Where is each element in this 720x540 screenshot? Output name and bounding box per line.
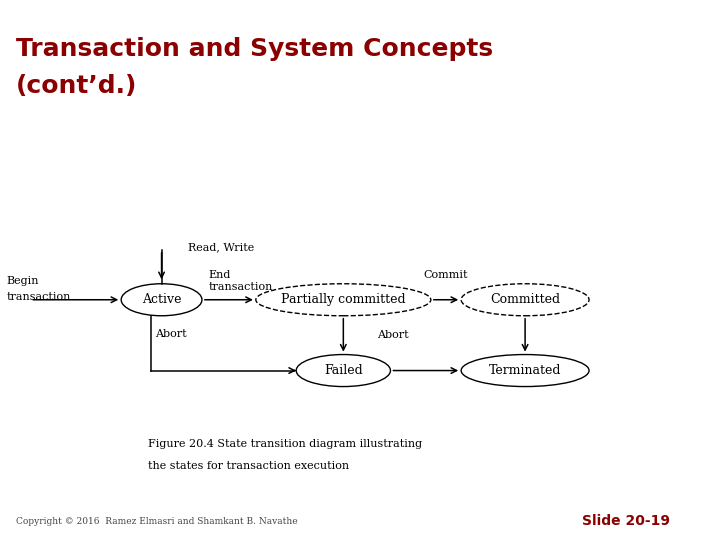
Text: Commit: Commit <box>424 270 468 280</box>
Text: transaction: transaction <box>6 292 71 302</box>
Text: Committed: Committed <box>490 293 560 306</box>
Text: (cont’d.): (cont’d.) <box>16 75 138 98</box>
Text: Partially committed: Partially committed <box>281 293 405 306</box>
Text: Slide 20-19: Slide 20-19 <box>582 514 670 528</box>
Text: transaction: transaction <box>209 282 273 293</box>
Text: Abort: Abort <box>155 329 186 339</box>
Text: Terminated: Terminated <box>489 364 562 377</box>
Text: Failed: Failed <box>324 364 363 377</box>
Text: Copyright © 2016  Ramez Elmasri and Shamkant B. Navathe: Copyright © 2016 Ramez Elmasri and Shamk… <box>16 517 297 525</box>
Text: End: End <box>209 270 231 280</box>
Text: the states for transaction execution: the states for transaction execution <box>148 461 349 471</box>
Text: Transaction and System Concepts: Transaction and System Concepts <box>16 37 493 60</box>
Text: Active: Active <box>142 293 181 306</box>
Text: Abort: Abort <box>377 330 409 340</box>
Text: Read, Write: Read, Write <box>189 242 255 252</box>
Text: Begin: Begin <box>6 276 39 286</box>
Text: Figure 20.4 State transition diagram illustrating: Figure 20.4 State transition diagram ill… <box>148 440 422 449</box>
